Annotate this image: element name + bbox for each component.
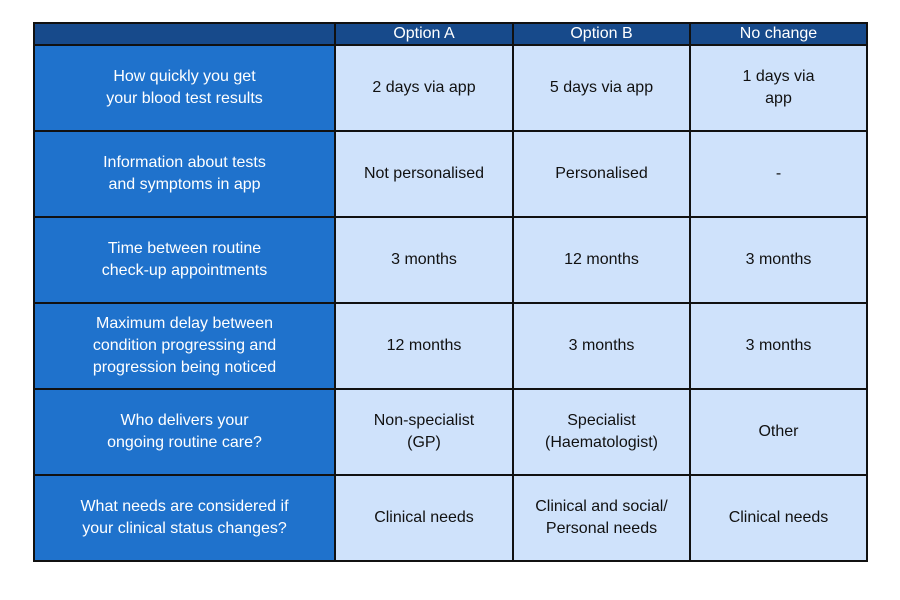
table-row: How quickly you get your blood test resu… (33, 44, 868, 132)
table-cell: Clinical needs (689, 474, 868, 562)
table-cell: - (689, 130, 868, 218)
table-row: Information about tests and symptoms in … (33, 130, 868, 218)
table-cell: 12 months (334, 302, 514, 390)
table-row: Time between routine check-up appointmen… (33, 216, 868, 304)
table-cell: Clinical needs (334, 474, 514, 562)
table-cell: 3 months (512, 302, 691, 390)
table-row: Who delivers your ongoing routine care? N… (33, 388, 868, 476)
row-label: Maximum delay between condition progress… (33, 302, 336, 390)
row-label: Who delivers your ongoing routine care? (33, 388, 336, 476)
table-cell: Non-specialist (GP) (334, 388, 514, 476)
table-cell: 5 days via app (512, 44, 691, 132)
table-cell: Personalised (512, 130, 691, 218)
table-cell: 3 months (689, 216, 868, 304)
row-label: Information about tests and symptoms in … (33, 130, 336, 218)
table-cell: 3 months (334, 216, 514, 304)
table-cell: Clinical and social/ Personal needs (512, 474, 691, 562)
table-row: Maximum delay between condition progress… (33, 302, 868, 390)
table-cell: Not personalised (334, 130, 514, 218)
table-cell: 2 days via app (334, 44, 514, 132)
row-label: Time between routine check-up appointmen… (33, 216, 336, 304)
row-label: What needs are considered if your clinic… (33, 474, 336, 562)
column-header: Option A (334, 22, 514, 46)
table-row: What needs are considered if your clinic… (33, 474, 868, 562)
header-row: Option A Option B No change (33, 22, 868, 46)
comparison-table: Option A Option B No change How quickly yo… (33, 22, 868, 562)
column-header: Option B (512, 22, 691, 46)
table-cell: Other (689, 388, 868, 476)
row-label: How quickly you get your blood test resu… (33, 44, 336, 132)
table-body: How quickly you get your blood test resu… (33, 44, 868, 562)
table-cell: 3 months (689, 302, 868, 390)
header-corner (33, 22, 336, 46)
column-header: No change (689, 22, 868, 46)
table-cell: Specialist (Haematologist) (512, 388, 691, 476)
table-cell: 12 months (512, 216, 691, 304)
table-cell: 1 days via app (689, 44, 868, 132)
